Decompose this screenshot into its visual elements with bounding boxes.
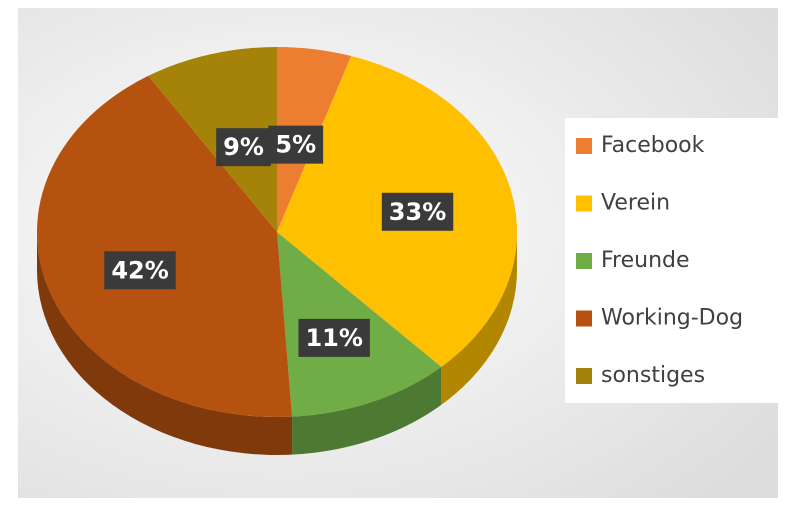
data-label-box xyxy=(104,251,176,290)
data-label: 9% xyxy=(223,133,264,161)
data-label: 42% xyxy=(111,256,168,284)
slice-side xyxy=(37,232,293,455)
legend-swatch xyxy=(576,368,592,384)
slice-side xyxy=(441,232,517,405)
data-label: 11% xyxy=(305,324,362,352)
legend-label: Freunde xyxy=(601,248,690,273)
legend-label: Working-Dog xyxy=(601,306,743,331)
data-label: 33% xyxy=(389,198,446,226)
legend-label: Verein xyxy=(601,191,670,216)
legend-swatch xyxy=(576,195,592,212)
slice-side xyxy=(292,366,442,455)
data-labels: 5% 33% 11% 42% 9% xyxy=(104,125,454,357)
legend-label: Facebook xyxy=(601,133,705,158)
legend-label: sonstiges xyxy=(601,363,705,388)
slice xyxy=(148,47,277,232)
data-label-box xyxy=(216,128,271,167)
data-label-box xyxy=(268,125,324,164)
pie-sides xyxy=(37,232,517,455)
data-label-box xyxy=(298,318,370,357)
legend-swatch xyxy=(576,138,592,154)
legend: Facebook Verein Freunde Working-Dog sonstige… xyxy=(576,133,743,388)
slice xyxy=(36,75,293,418)
legend-swatch xyxy=(576,310,592,327)
legend-swatch xyxy=(576,253,592,269)
data-label: 5% xyxy=(275,131,316,159)
data-label-box xyxy=(381,192,454,231)
legend-box xyxy=(565,118,785,403)
pie-tops xyxy=(36,47,517,418)
